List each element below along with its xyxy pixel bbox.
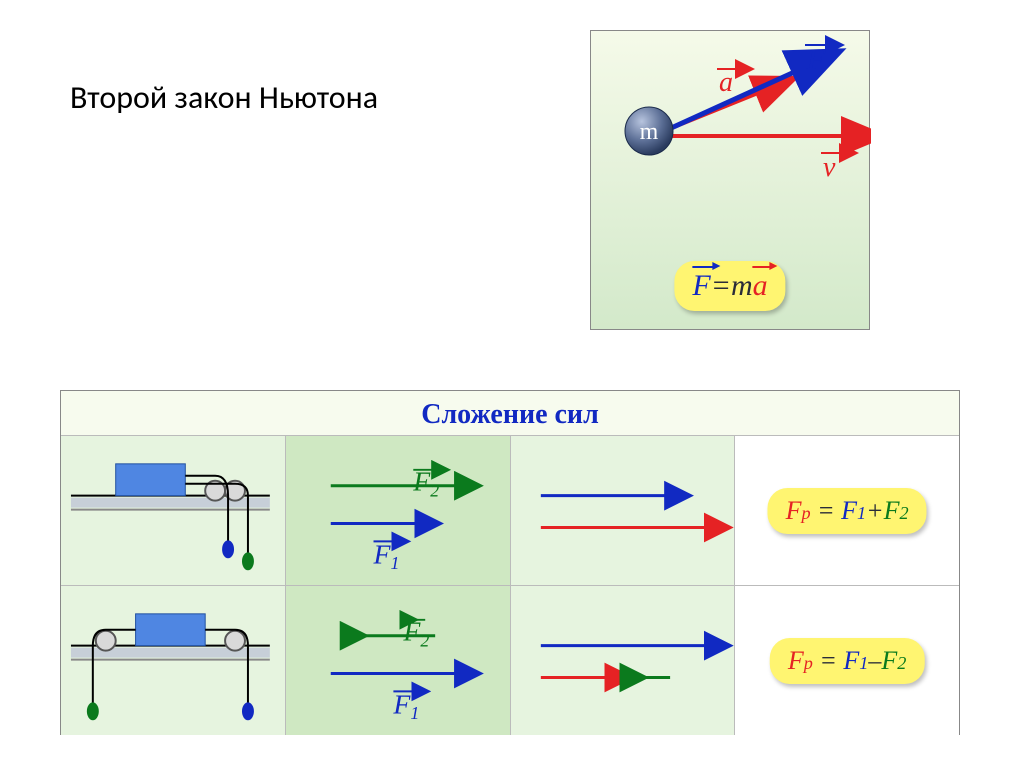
setup-cell xyxy=(61,586,286,735)
a-label: a xyxy=(719,67,733,98)
page-title: Второй закон Ньютона xyxy=(70,78,378,117)
formula-add: Fp = F1+F2 xyxy=(768,488,927,534)
formula-m: m xyxy=(731,269,753,302)
forces-cell: F2 F1 xyxy=(286,586,511,735)
formula-rhs: a xyxy=(753,269,768,303)
result-vectors-cell xyxy=(511,586,736,735)
svg-text:F1: F1 xyxy=(392,689,419,723)
vector-panel: m a F v F=ma xyxy=(590,30,870,330)
forces-cell: F2 F1 xyxy=(286,436,511,585)
svg-text:F2: F2 xyxy=(412,467,439,501)
addition-panel: Сложение сил xyxy=(60,390,960,735)
formula-cell: Fp = F1+F2 xyxy=(735,436,959,585)
formula-sub: Fp = F1–F2 xyxy=(770,638,925,684)
formula-f-ma: F=ma xyxy=(674,261,785,311)
v-label: v xyxy=(823,152,836,183)
setup-cell xyxy=(61,436,286,585)
formula-lhs: F xyxy=(692,269,710,303)
formula-cell: Fp = F1–F2 xyxy=(735,586,959,735)
addition-title: Сложение сил xyxy=(61,391,959,435)
mass-vectors-diagram: m a F v xyxy=(591,31,871,211)
F-label: F xyxy=(806,43,826,76)
row-opposite-direction: F2 F1 xyxy=(61,585,959,735)
formula-eq: = xyxy=(711,269,731,302)
row-same-direction: F2 F1 Fp = F1+F2 xyxy=(61,435,959,585)
svg-text:F2: F2 xyxy=(402,617,429,651)
result-vectors-cell xyxy=(511,436,736,585)
mass-label: m xyxy=(640,119,659,145)
svg-text:F1: F1 xyxy=(372,539,399,573)
